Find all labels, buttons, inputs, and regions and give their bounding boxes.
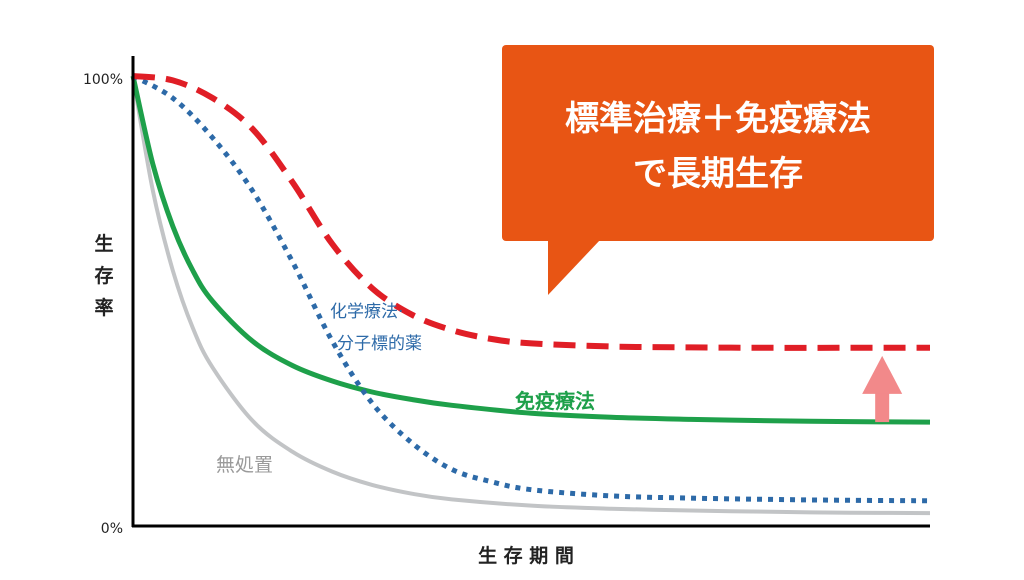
- y-axis-label-char: 存: [94, 264, 113, 287]
- callout-title-line1: 標準治療＋免疫療法: [565, 99, 871, 139]
- y-axis-label: 生存率: [94, 232, 113, 319]
- y-axis-label-char: 率: [94, 296, 113, 319]
- arrow-head: [862, 355, 903, 394]
- y-tick-label-0: 0%: [101, 521, 123, 537]
- series-line-1: [130, 75, 931, 425]
- y-tick-label-100: 100%: [83, 72, 123, 88]
- y-axis-label-char: 生: [94, 232, 113, 255]
- chemo-label-line1: 化学療法·: [330, 302, 403, 322]
- no-treatment-label: 無処置: [216, 454, 273, 476]
- improvement-arrow: [862, 355, 903, 423]
- series-layer: [130, 73, 931, 516]
- series-line-3: [132, 73, 930, 351]
- callout-box: 標準治療＋免疫療法 で長期生存: [502, 45, 934, 295]
- arrow-shaft: [875, 391, 890, 423]
- series-line-2: [131, 73, 931, 504]
- immuno-label: 免疫療法: [515, 389, 595, 413]
- callout-title-line2: で長期生存: [633, 154, 803, 194]
- series-line-0: [131, 75, 931, 516]
- callout-tail: [548, 240, 600, 295]
- chemo-label-line2: 分子標的薬: [337, 334, 422, 354]
- x-axis-label: 生 存 期 間: [478, 544, 574, 567]
- callout-rect: [502, 45, 934, 241]
